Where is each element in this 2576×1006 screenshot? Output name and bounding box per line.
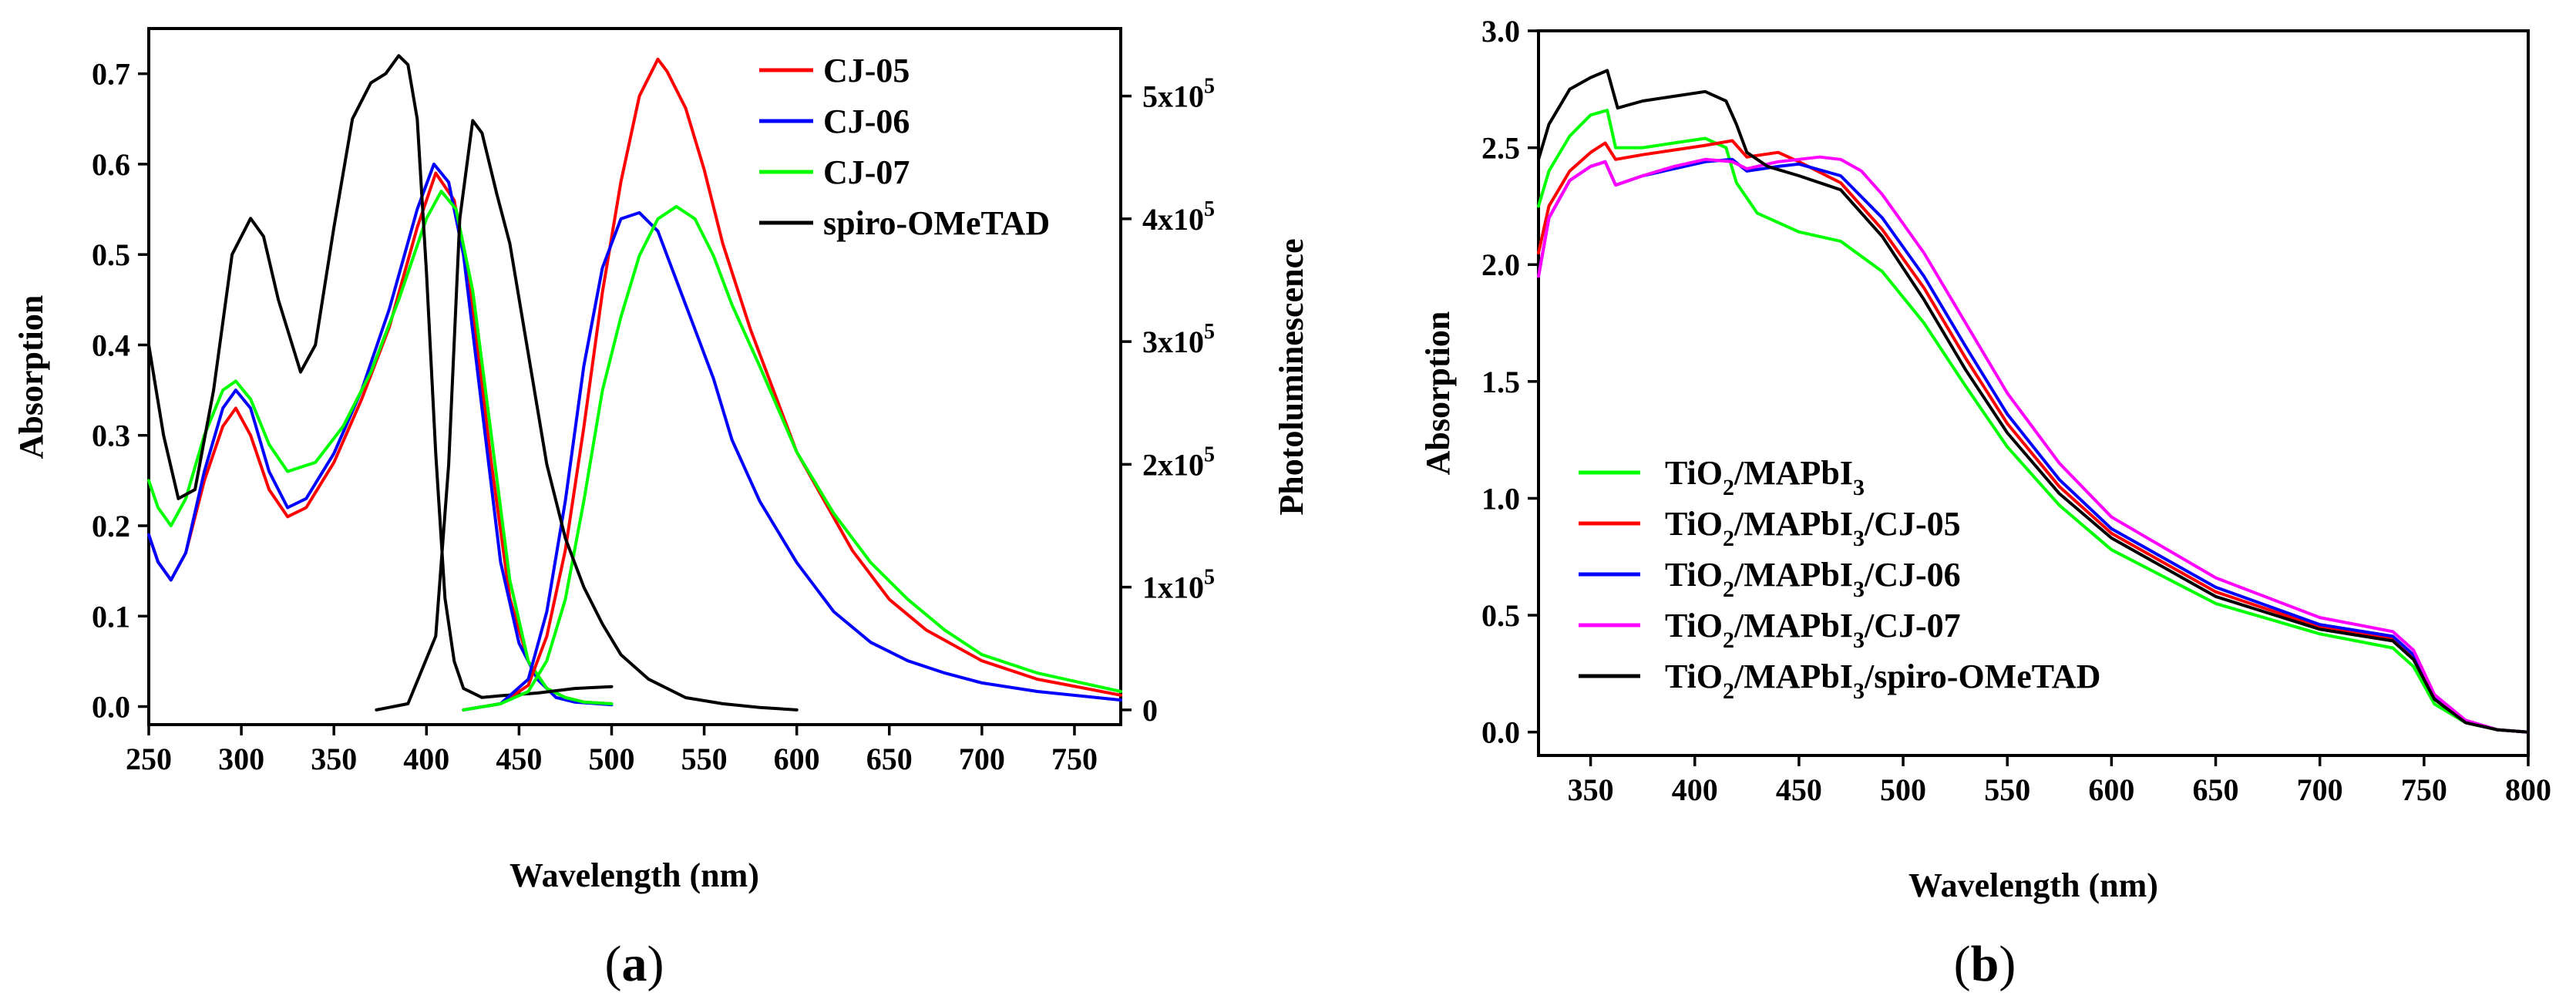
series-line xyxy=(1537,155,2530,734)
x-tick-label: 450 xyxy=(1776,772,1822,807)
series-line xyxy=(1537,109,2530,734)
x-tick-label: 700 xyxy=(959,742,1005,776)
x-tick-label: 350 xyxy=(1568,772,1614,807)
series-group-a xyxy=(147,54,1122,712)
y-tick-label: 2.5 xyxy=(1481,131,1520,166)
x-tick-label: 450 xyxy=(496,742,542,776)
series-line xyxy=(462,204,1122,712)
x-tick-label: 600 xyxy=(774,742,820,776)
series-group-b xyxy=(1537,69,2530,734)
legend-item: TiO2/MAPbI3/CJ-06 xyxy=(1579,556,1961,602)
legend-item: TiO2/MAPbI3 xyxy=(1579,454,1865,500)
y-tick-label: 3.0 xyxy=(1481,14,1520,49)
x-axis-a: 250 300 350 400 450 500 550 600 650 700 750 xyxy=(126,725,1098,776)
plot-frame-b xyxy=(1537,29,2530,757)
y-tick-label: 0.3 xyxy=(92,419,130,453)
y-tick-label: 0.0 xyxy=(92,690,130,725)
series-line xyxy=(1537,69,2530,734)
y2-axis-label-a: Photoluminescence xyxy=(1273,238,1310,515)
x-axis-label-a: Wavelength (nm) xyxy=(509,856,759,894)
x-tick-label: 350 xyxy=(311,742,357,776)
series-line xyxy=(147,54,614,699)
y2-tick-label: 5x105 xyxy=(1142,75,1215,114)
x-tick-label: 750 xyxy=(1051,742,1098,776)
y-axis-right-a: 0 1x105 2x105 3x105 4x105 5x105 xyxy=(1121,75,1215,728)
legend-label: TiO2/MAPbI3/CJ-06 xyxy=(1665,556,1961,602)
y-tick-label: 2.0 xyxy=(1481,247,1520,282)
x-tick-label: 300 xyxy=(218,742,264,776)
legend-item: TiO2/MAPbI3/CJ-07 xyxy=(1579,607,1961,653)
y-tick-label: 0.1 xyxy=(92,599,130,634)
plot-frame-a xyxy=(147,27,1122,726)
x-tick-label: 400 xyxy=(1672,772,1718,807)
x-tick-label: 600 xyxy=(2088,772,2134,807)
legend-item: CJ-06 xyxy=(759,103,910,140)
legend-label: TiO2/MAPbI3/CJ-05 xyxy=(1665,505,1961,551)
y2-tick-label: 4x105 xyxy=(1142,197,1215,237)
series-line xyxy=(462,210,1122,712)
legend-label: TiO2/MAPbI3 xyxy=(1665,454,1865,500)
panel-label-b: (b) xyxy=(1954,936,2016,992)
x-tick-label: 650 xyxy=(866,742,913,776)
x-tick-label: 650 xyxy=(2193,772,2239,807)
x-axis-label-b: Wavelength (nm) xyxy=(1908,866,2158,904)
y2-tick-label: 0 xyxy=(1142,693,1158,728)
legend-label: TiO2/MAPbI3/spiro-OMeTAD xyxy=(1665,658,2100,704)
y2-tick-label: 2x105 xyxy=(1142,442,1215,482)
y-tick-label: 0.5 xyxy=(92,237,130,272)
y2-tick-label: 1x105 xyxy=(1142,566,1215,605)
legend-item: CJ-07 xyxy=(759,153,910,191)
x-tick-label: 500 xyxy=(588,742,634,776)
y-axis-left-a: 0.0 0.1 0.2 0.3 0.4 0.5 0.6 0.7 xyxy=(92,57,149,725)
panel-label-a: (a) xyxy=(605,936,664,992)
y-axis-label-b: Absorption xyxy=(1419,311,1457,476)
series-line xyxy=(375,119,799,712)
series-line xyxy=(1537,139,2530,734)
chart-panel-b: 350 400 450 500 550 600 650 700 750 800 0.0 0.5 1.0… xyxy=(1419,14,2551,992)
y-tick-label: 1.0 xyxy=(1481,481,1520,516)
panel-letter-b: b xyxy=(1971,936,1999,992)
x-tick-label: 500 xyxy=(1880,772,1926,807)
legend-item: TiO2/MAPbI3/spiro-OMeTAD xyxy=(1579,658,2100,704)
x-tick-label: 800 xyxy=(2505,772,2551,807)
panel-letter-a: a xyxy=(622,936,647,992)
y-tick-label: 0.6 xyxy=(92,147,130,182)
y-axis-b: 0.0 0.5 1.0 1.5 2.0 2.5 3.0 xyxy=(1481,14,1539,750)
legend-label: CJ-06 xyxy=(823,103,910,140)
y-tick-label: 0.5 xyxy=(1481,598,1520,633)
y-tick-label: 0.4 xyxy=(92,328,130,362)
y-tick-label: 0.7 xyxy=(92,57,130,92)
x-tick-label: 250 xyxy=(126,742,172,776)
legend-a: CJ-05 CJ-06 CJ-07 spiro-OMeTAD xyxy=(759,52,1050,242)
x-axis-b: 350 400 450 500 550 600 650 700 750 800 xyxy=(1568,755,2551,807)
x-tick-label: 550 xyxy=(681,742,728,776)
series-line xyxy=(462,57,1122,712)
legend-label: CJ-05 xyxy=(823,52,910,89)
x-tick-label: 550 xyxy=(1984,772,2030,807)
y-tick-label: 1.5 xyxy=(1481,365,1520,399)
x-tick-label: 400 xyxy=(403,742,449,776)
legend-b: TiO2/MAPbI3 TiO2/MAPbI3/CJ-05 TiO2/MAPbI3/… xyxy=(1579,454,2100,704)
y2-tick-label: 3x105 xyxy=(1142,320,1215,359)
x-tick-label: 750 xyxy=(2401,772,2447,807)
legend-label: TiO2/MAPbI3/CJ-07 xyxy=(1665,607,1961,653)
y-tick-label: 0.0 xyxy=(1481,715,1520,750)
legend-item: TiO2/MAPbI3/CJ-05 xyxy=(1579,505,1961,551)
y-tick-label: 0.2 xyxy=(92,509,130,543)
legend-item: spiro-OMeTAD xyxy=(759,204,1050,242)
y-axis-label-a: Absorption xyxy=(12,295,50,459)
x-tick-label: 700 xyxy=(2297,772,2343,807)
legend-item: CJ-05 xyxy=(759,52,910,89)
chart-panel-a: 250 300 350 400 450 500 550 600 650 700 750 0.0 0.1… xyxy=(12,27,1310,992)
legend-label: CJ-07 xyxy=(823,153,910,191)
legend-label: spiro-OMeTAD xyxy=(823,204,1050,242)
